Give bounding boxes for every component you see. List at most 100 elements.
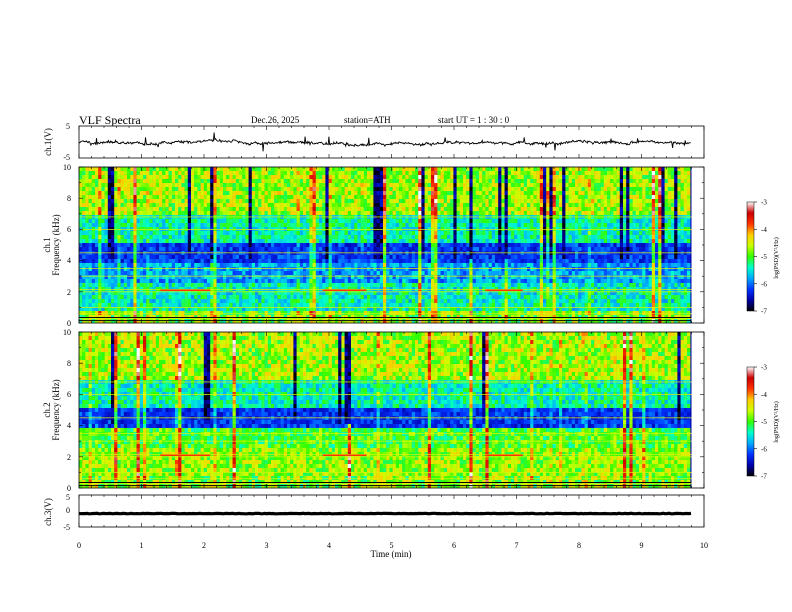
- spectrogram-cell: [159, 191, 163, 196]
- spectrogram-cell: [162, 263, 166, 268]
- spectrogram-cell: [104, 167, 108, 172]
- spectrogram-cell: [191, 307, 195, 312]
- spectrogram-cell: [82, 175, 86, 180]
- spectrogram-cell: [223, 247, 227, 252]
- spectrogram-cell: [331, 295, 336, 300]
- spectrogram-cell: [181, 291, 185, 296]
- spectrogram-cell: [341, 303, 345, 308]
- spectrogram-cell: [408, 275, 412, 280]
- spectrogram-cell: [306, 167, 310, 172]
- spectrogram-cell: [114, 235, 118, 240]
- spectrogram-cell: [117, 191, 121, 196]
- spectrogram-cell: [155, 243, 160, 248]
- spectrogram-cell: [386, 243, 390, 248]
- spectrogram-cell: [168, 247, 172, 252]
- spectrogram-cell: [242, 171, 246, 176]
- spectrogram-cell: [437, 235, 441, 240]
- spectrogram-cell: [152, 311, 156, 316]
- spectrogram-cell: [274, 311, 278, 316]
- spectrogram-cell: [203, 203, 208, 208]
- spectrogram-cell: [114, 167, 118, 172]
- spectrogram-cell: [210, 239, 214, 244]
- spectrogram-cell: [434, 243, 438, 248]
- spectrogram-cell: [459, 291, 464, 296]
- spectrogram-cell: [293, 303, 297, 308]
- spectrogram-cell: [443, 283, 448, 288]
- spectrogram-cell: [299, 299, 304, 304]
- spectrogram-cell: [143, 259, 147, 264]
- spectrogram-cell: [184, 175, 188, 180]
- spectrogram-cell: [136, 311, 140, 316]
- spectrogram-cell: [440, 211, 444, 216]
- spectrogram-cell: [453, 199, 457, 204]
- spectrogram-cell: [130, 259, 134, 264]
- spectrogram-cell: [152, 167, 156, 172]
- spectrogram-cell: [437, 291, 441, 296]
- spectrogram-cell: [379, 191, 384, 196]
- spectrogram-cell: [392, 303, 396, 308]
- spectrogram-cell: [245, 255, 249, 260]
- spectrogram-cell: [290, 203, 294, 208]
- spectrogram-cell: [203, 199, 208, 204]
- spectrogram-cell: [331, 235, 336, 240]
- spectrogram-cell: [360, 167, 364, 172]
- spectrogram-cell: [175, 219, 179, 224]
- spectrogram-cell: [389, 171, 393, 176]
- spectrogram-cell: [395, 283, 400, 288]
- spectrogram-cell: [360, 223, 364, 228]
- spectrogram-cell: [226, 291, 230, 296]
- spectrogram-cell: [427, 291, 432, 296]
- spectrogram-cell: [296, 235, 300, 240]
- spectrogram-cell: [210, 171, 214, 176]
- spectrogram-cell: [405, 187, 409, 192]
- spectrogram-cell: [325, 263, 329, 268]
- spectrogram-cell: [216, 183, 220, 188]
- spectrogram-cell: [79, 179, 83, 184]
- spectrogram-cell: [437, 231, 441, 236]
- spectrogram-cell: [456, 219, 460, 224]
- spectrogram-cell: [383, 195, 387, 200]
- spectrogram-cell: [197, 179, 201, 184]
- spectrogram-cell: [242, 311, 246, 316]
- spectrogram-cell: [130, 311, 134, 316]
- spectrogram-cell: [127, 307, 131, 312]
- spectrogram-cell: [104, 275, 108, 280]
- spectrogram-cell: [357, 235, 361, 240]
- spectrogram-cell: [367, 199, 371, 204]
- spectrogram-cell: [331, 247, 336, 252]
- spectrogram-cell: [123, 199, 128, 204]
- spectrogram-cell: [440, 195, 444, 200]
- spectrogram-cell: [210, 283, 214, 288]
- spectrogram-cell: [389, 207, 393, 212]
- spectrogram-cell: [210, 291, 214, 296]
- spectrogram-cell: [331, 275, 336, 280]
- spectrogram-cell: [223, 235, 227, 240]
- spectrogram-cell: [456, 191, 460, 196]
- spectrogram-cell: [303, 303, 307, 308]
- spectrogram-cell: [248, 239, 252, 244]
- spectrogram-cell: [104, 291, 108, 296]
- spectrogram-cell: [328, 239, 332, 244]
- spectrogram-cell: [255, 267, 259, 272]
- spectrogram-cell: [431, 279, 435, 284]
- spectrogram-cell: [405, 179, 409, 184]
- spectrogram-cell: [319, 219, 323, 224]
- spectrogram-cell: [123, 203, 128, 208]
- spectrogram-cell: [171, 299, 176, 304]
- spectrogram-cell: [111, 219, 115, 224]
- spectrogram-cell: [290, 219, 294, 224]
- spectrogram-cell: [149, 259, 153, 264]
- spectrogram-cell: [440, 275, 444, 280]
- spectrogram-cell: [376, 279, 380, 284]
- spectrogram-cell: [283, 207, 288, 212]
- spectrogram-cell: [447, 191, 451, 196]
- spectrogram-cell: [197, 175, 201, 180]
- spectrogram-cell: [335, 311, 339, 316]
- spectrogram-cell: [98, 175, 102, 180]
- spectrogram-cell: [431, 219, 435, 224]
- spectrogram-cell: [165, 247, 169, 252]
- spectrogram-cell: [335, 203, 339, 208]
- spectrogram-cell: [261, 183, 265, 188]
- spectrogram-cell: [453, 187, 457, 192]
- spectrogram-cell: [232, 279, 236, 284]
